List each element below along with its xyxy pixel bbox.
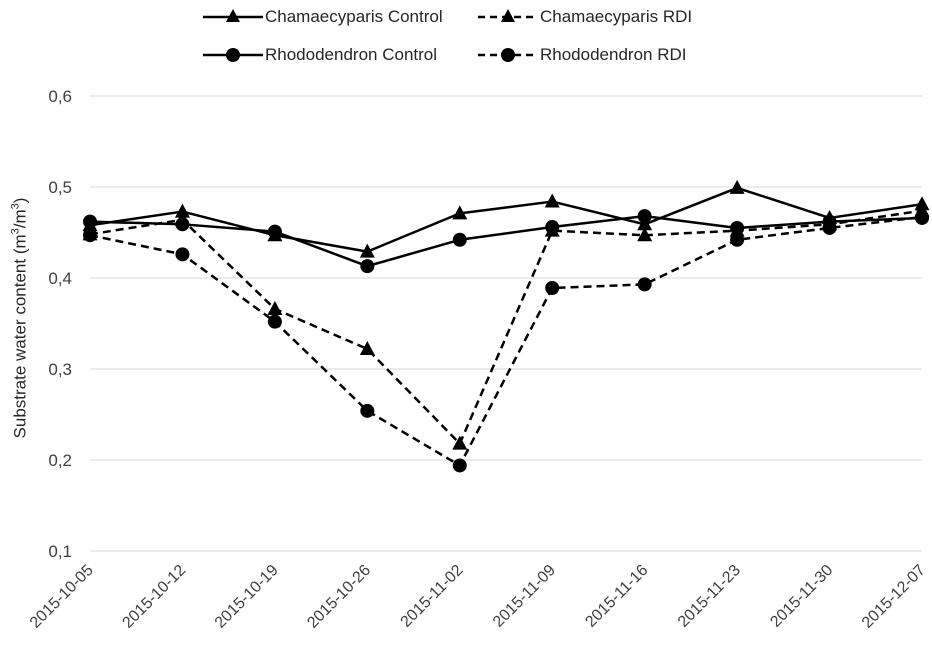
circle-marker xyxy=(545,220,560,235)
circle-marker xyxy=(175,217,190,232)
circle-marker xyxy=(267,224,282,239)
legend-swatch-circle-dashed xyxy=(478,48,538,62)
x-tick-label: 2015-11-16 xyxy=(582,562,651,631)
grid-lines xyxy=(90,95,922,552)
legend-label: Chamaecyparis RDI xyxy=(540,7,693,26)
legend-label: Rhododendron RDI xyxy=(540,45,687,64)
series-lines xyxy=(89,186,923,467)
circle-marker xyxy=(822,220,837,235)
x-tick-label: 2015-10-26 xyxy=(304,562,374,632)
y-tick-label: 0,6 xyxy=(48,87,72,106)
circle-marker xyxy=(452,458,467,473)
circle-marker xyxy=(730,220,745,235)
triangle-marker xyxy=(174,203,190,218)
y-tick-label: 0,4 xyxy=(48,269,72,288)
x-tick-label: 2015-10-19 xyxy=(212,562,282,632)
y-axis-label-mid: /m xyxy=(10,209,30,229)
circle-marker xyxy=(730,232,745,247)
triangle-marker xyxy=(452,435,468,450)
circle-marker xyxy=(175,247,190,262)
circle-marker xyxy=(267,314,282,329)
series-line-1 xyxy=(89,209,923,445)
triangle-marker xyxy=(452,205,468,220)
series-markers xyxy=(82,179,930,473)
x-tick-label: 2015-11-09 xyxy=(490,562,559,631)
y-axis-label-sup2: 3 xyxy=(9,203,22,210)
circle-marker xyxy=(915,210,929,225)
circle-marker xyxy=(83,214,97,229)
legend-swatch-triangle-solid xyxy=(203,9,263,22)
circle-marker xyxy=(545,281,560,296)
legend-label: Rhododendron Control xyxy=(265,45,438,64)
x-tick-label: 2015-11-30 xyxy=(767,562,836,631)
y-tick-label: 0,2 xyxy=(48,451,72,470)
x-tick-label: 2015-12-07 xyxy=(859,562,929,632)
legend-label: Chamaecyparis Control xyxy=(265,7,443,26)
legend-swatch-triangle-dashed xyxy=(478,9,538,22)
triangle-marker xyxy=(359,243,375,258)
y-tick-label: 0,5 xyxy=(48,178,72,197)
circle-marker xyxy=(637,209,652,224)
circle-marker xyxy=(83,228,97,243)
legend-swatch-circle-solid xyxy=(203,48,263,62)
y-axis-label: Substrate water content (m3/m3) xyxy=(4,0,36,645)
x-tick-label: 2015-11-02 xyxy=(398,562,467,631)
x-tick-label: 2015-10-05 xyxy=(27,562,97,632)
circle-marker xyxy=(360,259,375,274)
triangle-marker xyxy=(729,179,745,194)
x-tick-labels: 2015-10-05 2015-10-12 2015-10-19 2015-10-26… xyxy=(27,562,929,632)
y-tick-labels: 0,1 0,2 0,3 0,4 0,5 0,6 xyxy=(48,87,72,561)
y-axis-label-end: ) xyxy=(10,197,30,204)
y-axis-label-sup1: 3 xyxy=(9,228,22,235)
triangle-marker xyxy=(637,216,653,231)
triangle-marker xyxy=(359,340,375,355)
triangle-marker xyxy=(544,193,560,208)
series-line-2 xyxy=(89,214,923,268)
y-tick-label: 0,1 xyxy=(48,542,72,561)
series-line-0 xyxy=(89,186,923,253)
triangle-marker xyxy=(267,300,283,315)
triangle-marker xyxy=(637,227,653,242)
series-line-3 xyxy=(89,215,923,467)
circle-marker xyxy=(360,403,375,418)
y-axis-label-main: Substrate water content (m xyxy=(10,234,30,439)
circle-marker xyxy=(637,277,652,292)
x-tick-label: 2015-10-12 xyxy=(119,562,189,632)
y-tick-label: 0,3 xyxy=(48,360,72,379)
legend: Chamaecyparis Control Chamaecyparis RDI … xyxy=(0,0,932,80)
x-tick-label: 2015-11-23 xyxy=(675,562,744,631)
circle-marker xyxy=(452,232,467,247)
